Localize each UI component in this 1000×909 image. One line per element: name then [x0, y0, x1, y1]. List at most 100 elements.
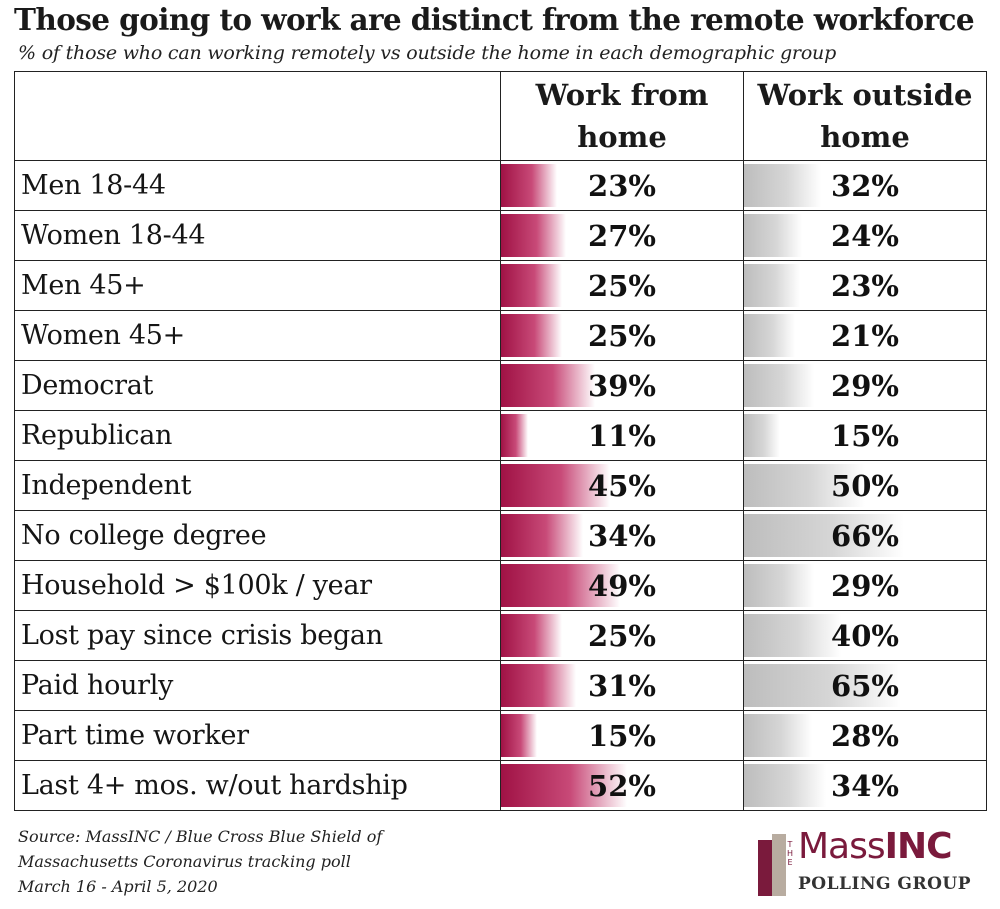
header-row: Work from home Work outside home: [14, 71, 987, 161]
work-outside-home-value: 15%: [831, 418, 899, 453]
table-row: Republican 11% 15%: [14, 410, 987, 461]
table-row: Independent 45% 50%: [14, 460, 987, 511]
work-outside-home-value: 50%: [831, 468, 899, 503]
row-label: Republican: [14, 410, 501, 461]
row-label: No college degree: [14, 510, 501, 561]
work-from-home-cell: 45%: [500, 460, 744, 511]
row-label: Democrat: [14, 360, 501, 411]
work-from-home-value: 39%: [588, 368, 656, 403]
row-label: Paid hourly: [14, 660, 501, 711]
work-outside-home-value: 32%: [831, 168, 899, 203]
row-label: Men 45+: [14, 260, 501, 311]
header-blank-cell: [14, 71, 501, 161]
work-outside-home-value: 28%: [831, 718, 899, 753]
work-from-home-value: 31%: [588, 668, 656, 703]
work-from-home-cell: 25%: [500, 310, 744, 361]
work-from-home-cell: 31%: [500, 660, 744, 711]
work-outside-home-bar: [744, 464, 865, 507]
work-from-home-cell: 15%: [500, 710, 744, 761]
work-outside-home-bar: [744, 514, 904, 557]
work-from-home-value: 23%: [588, 168, 656, 203]
work-from-home-bar: [501, 414, 528, 457]
work-from-home-cell: 23%: [500, 160, 744, 211]
table-row: Democrat 39% 29%: [14, 360, 987, 411]
work-from-home-value: 49%: [588, 568, 656, 603]
logo-bar-tan: [772, 834, 786, 896]
work-outside-home-cell: 50%: [743, 460, 987, 511]
table-row: Part time worker 15% 28%: [14, 710, 987, 761]
table-row: Men 18-44 23% 32%: [14, 160, 987, 211]
work-outside-home-bar: [744, 714, 812, 757]
work-from-home-value: 25%: [588, 618, 656, 653]
table-row: Women 45+ 25% 21%: [14, 310, 987, 361]
table-row: Last 4+ mos. w/out hardship 52% 34%: [14, 760, 987, 811]
work-outside-home-cell: 24%: [743, 210, 987, 261]
header-work-from-home: Work from home: [500, 71, 744, 161]
work-outside-home-bar: [744, 264, 800, 307]
work-outside-home-bar: [744, 314, 795, 357]
work-outside-home-cell: 23%: [743, 260, 987, 311]
work-outside-home-bar: [744, 214, 803, 257]
work-from-home-cell: 11%: [500, 410, 744, 461]
work-outside-home-bar: [744, 614, 841, 657]
work-outside-home-value: 21%: [831, 318, 899, 353]
logo-bar-maroon: [758, 840, 772, 896]
work-from-home-bar: [501, 164, 557, 207]
work-outside-home-cell: 34%: [743, 760, 987, 811]
chart-title: Those going to work are distinct from th…: [14, 2, 975, 37]
work-from-home-bar: [501, 614, 562, 657]
work-outside-home-cell: 40%: [743, 610, 987, 661]
work-from-home-bar: [501, 464, 610, 507]
work-from-home-bar: [501, 314, 562, 357]
work-from-home-cell: 25%: [500, 260, 744, 311]
logo-wordmark: MassINC: [798, 826, 953, 867]
logo-inc: INC: [884, 826, 953, 867]
work-from-home-bar: [501, 564, 620, 607]
logo-polling-group: POLLING GROUP: [798, 874, 971, 894]
work-from-home-bar: [501, 214, 567, 257]
work-outside-home-bar: [744, 564, 815, 607]
work-from-home-cell: 52%: [500, 760, 744, 811]
work-outside-home-cell: 15%: [743, 410, 987, 461]
row-label: Women 45+: [14, 310, 501, 361]
work-outside-home-cell: 66%: [743, 510, 987, 561]
table-row: Paid hourly 31% 65%: [14, 660, 987, 711]
source-line-1: Source: MassINC / Blue Cross Blue Shield…: [18, 827, 383, 846]
work-outside-home-value: 66%: [831, 518, 899, 553]
work-outside-home-bar: [744, 414, 781, 457]
work-outside-home-value: 29%: [831, 568, 899, 603]
work-from-home-cell: 39%: [500, 360, 744, 411]
work-from-home-value: 27%: [588, 218, 656, 253]
header-work-outside-home-line2: home: [820, 120, 910, 154]
row-label: Household > $100k / year: [14, 560, 501, 611]
work-outside-home-value: 65%: [831, 668, 899, 703]
table-row: Men 45+ 25% 23%: [14, 260, 987, 311]
work-outside-home-cell: 28%: [743, 710, 987, 761]
work-from-home-cell: 25%: [500, 610, 744, 661]
work-outside-home-cell: 21%: [743, 310, 987, 361]
header-work-outside-home: Work outside home: [743, 71, 987, 161]
source-line-2: Massachusetts Coronavirus tracking poll: [18, 852, 351, 871]
work-from-home-value: 25%: [588, 268, 656, 303]
work-from-home-cell: 49%: [500, 560, 744, 611]
row-label: Men 18-44: [14, 160, 501, 211]
work-from-home-value: 15%: [588, 718, 656, 753]
work-from-home-bar: [501, 664, 577, 707]
header-work-outside-home-line1: Work outside: [757, 78, 973, 112]
results-table: Work from home Work outside home Men 18-…: [14, 71, 987, 811]
work-from-home-value: 11%: [588, 418, 656, 453]
work-from-home-bar: [501, 514, 584, 557]
row-label: Part time worker: [14, 710, 501, 761]
work-from-home-bar: [501, 764, 627, 807]
work-from-home-value: 52%: [588, 768, 656, 803]
work-outside-home-cell: 65%: [743, 660, 987, 711]
work-outside-home-cell: 32%: [743, 160, 987, 211]
chart-subtitle: % of those who can working remotely vs o…: [18, 42, 837, 64]
table-row: No college degree 34% 66%: [14, 510, 987, 561]
work-from-home-cell: 34%: [500, 510, 744, 561]
work-outside-home-value: 34%: [831, 768, 899, 803]
table-row: Women 18-44 27% 24%: [14, 210, 987, 261]
work-outside-home-cell: 29%: [743, 360, 987, 411]
